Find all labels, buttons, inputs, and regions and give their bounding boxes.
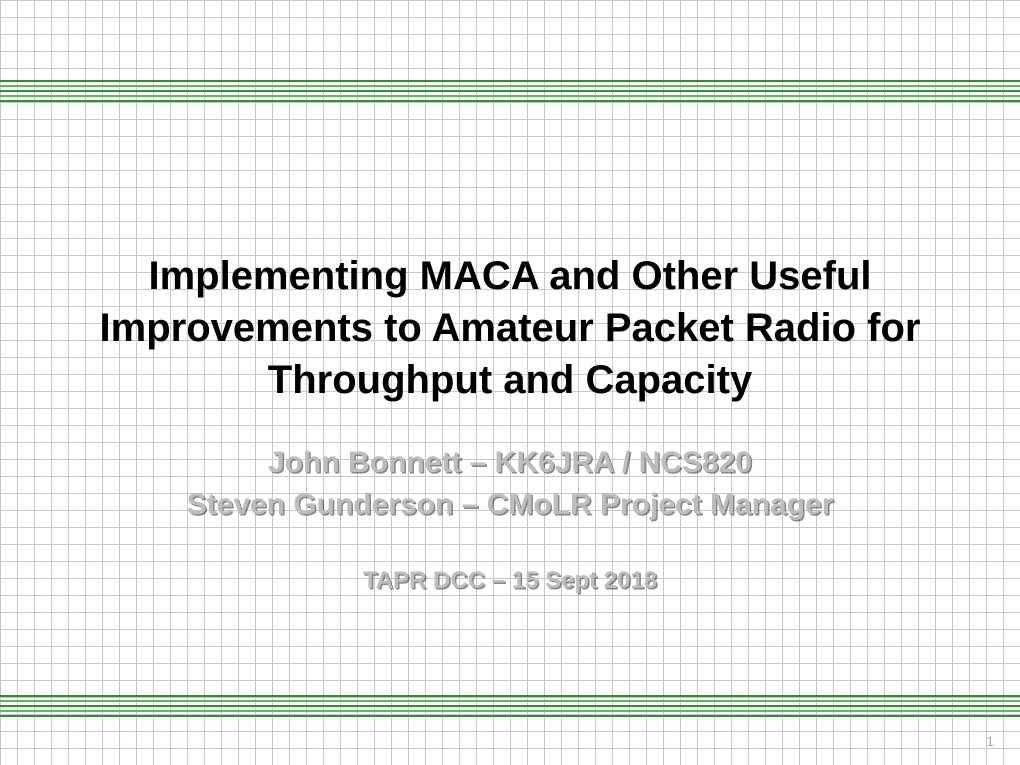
author-line-1: John Bonnett – KK6JRA / NCS820 [268, 446, 752, 480]
author-line-2: Steven Gunderson – CMoLR Project Manager [187, 488, 834, 522]
slide-content: Implementing MACA and Other Useful Impro… [0, 0, 1020, 765]
page-number: 1 [986, 733, 994, 749]
slide-title: Implementing MACA and Other Useful Impro… [70, 250, 950, 406]
venue-line: TAPR DCC – 15 Sept 2018 [363, 567, 657, 595]
